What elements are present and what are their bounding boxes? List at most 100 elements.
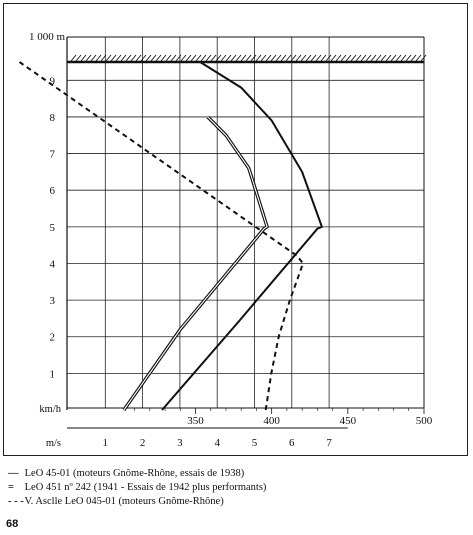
- y-tick-label: 5: [50, 222, 56, 234]
- ceiling-hatch: [160, 54, 167, 62]
- ceiling-hatch: [360, 54, 367, 62]
- ceiling-hatch: [80, 54, 87, 62]
- legend-label-leo-45-01: LeO 45-01 (moteurs Gnôme-Rhône, essais d…: [24, 468, 245, 479]
- ceiling-hatch: [365, 54, 372, 62]
- ceiling-hatch: [90, 54, 97, 62]
- kmh-tick-label: 350: [187, 415, 204, 427]
- ceiling-hatch: [85, 54, 92, 62]
- ceiling-hatch: [235, 54, 242, 62]
- ceiling-hatch: [145, 54, 152, 62]
- ceiling-hatch: [380, 54, 387, 62]
- ceiling-hatch: [270, 54, 277, 62]
- ceiling-hatch: [155, 54, 162, 62]
- ceiling-hatch: [265, 54, 272, 62]
- ceiling-hatch: [205, 54, 212, 62]
- ceiling-hatch: [190, 54, 197, 62]
- legend-marker-solid: —: [8, 468, 19, 479]
- ceiling-hatch: [225, 54, 232, 62]
- legend-item-leo-451: = LeO 451 nº 242 (1941 - Essais de 1942 …: [8, 481, 266, 494]
- kmh-tick-label: 400: [263, 415, 280, 427]
- ceiling-hatch: [125, 54, 132, 62]
- ceiling-hatch: [415, 54, 422, 62]
- ceiling-hatch: [165, 54, 172, 62]
- ceiling-hatch: [300, 54, 307, 62]
- ceiling-hatch: [250, 54, 257, 62]
- ceiling-hatch: [315, 54, 322, 62]
- ceiling-hatch: [410, 54, 417, 62]
- ms-tick-label: 5: [252, 437, 258, 449]
- ceiling-hatch: [310, 54, 317, 62]
- ceiling-hatch: [405, 54, 412, 62]
- y-tick-label: 2: [50, 332, 56, 344]
- ceiling-hatch: [220, 54, 227, 62]
- ceiling-hatch: [255, 54, 262, 62]
- ceiling-hatch: [245, 54, 252, 62]
- series-line-leo-45-01: [161, 61, 323, 411]
- y-tick-label: 1: [50, 368, 56, 380]
- kmh-tick-label: 450: [340, 415, 357, 427]
- y-tick-label: 9: [50, 75, 56, 87]
- series-line-climb-speed: [18, 61, 305, 411]
- ceiling-hatch: [95, 54, 102, 62]
- legend-item-climb-speed: - - - V. Asclle LeO 045-01 (moteurs Gnôm…: [8, 495, 224, 508]
- ms-axis-label: m/s: [46, 438, 61, 449]
- ceiling-hatch: [285, 54, 292, 62]
- ceiling-hatch: [200, 54, 207, 62]
- ms-tick-label: 1: [103, 437, 109, 449]
- ms-tick-label: 4: [214, 437, 220, 449]
- legend-label-climb-speed: V. Asclle LeO 045-01 (moteurs Gnôme-Rhôn…: [24, 496, 224, 507]
- ceiling-hatch: [185, 54, 192, 62]
- ceiling-hatch: [110, 54, 117, 62]
- ceiling-hatch: [330, 54, 337, 62]
- ceiling-hatch: [100, 54, 107, 62]
- chart-frame: [3, 3, 468, 456]
- ceiling-hatch: [395, 54, 402, 62]
- ceiling-hatch: [345, 54, 352, 62]
- ceiling-hatch: [230, 54, 237, 62]
- ceiling-hatch: [150, 54, 157, 62]
- y-tick-label: 3: [50, 295, 56, 307]
- ceiling-hatch: [275, 54, 282, 62]
- speed-altitude-chart: 1 2 3 4 5 6 7 8 9 1 000 m km/h 350 400 450 500 m/s 1 2 3 4 5…: [18, 31, 433, 449]
- ceiling-hatch: [305, 54, 312, 62]
- ceiling-hatch: [105, 54, 112, 62]
- legend-marker-dashed: - - -: [8, 496, 24, 507]
- legend-marker-double: =: [8, 482, 14, 493]
- ceiling-hatch: [130, 54, 137, 62]
- ceiling-hatch: [120, 54, 127, 62]
- ceiling-hatch: [335, 54, 342, 62]
- ceiling-hatch: [140, 54, 147, 62]
- ceiling-hatch: [340, 54, 347, 62]
- y-tick-label: 4: [50, 258, 56, 270]
- ceiling-hatch: [180, 54, 187, 62]
- ceiling-hatch: [375, 54, 382, 62]
- ceiling-hatch: [350, 54, 357, 62]
- ceiling-hatch: [355, 54, 362, 62]
- ceiling-hatch: [400, 54, 407, 62]
- ms-tick-label: 7: [326, 437, 332, 449]
- kmh-tick-label: 500: [416, 415, 433, 427]
- y-tick-label: 7: [50, 149, 56, 161]
- ceiling-hatch: [75, 54, 82, 62]
- ceiling-hatch: [420, 54, 427, 62]
- ceiling-hatch: [135, 54, 142, 62]
- ceiling-hatch: [390, 54, 397, 62]
- y-tick-label: 8: [50, 112, 56, 124]
- legend-item-leo-45-01: — LeO 45-01 (moteurs Gnôme-Rhône, essais…: [8, 467, 244, 480]
- legend-label-leo-451: LeO 451 nº 242 (1941 - Essais de 1942 pl…: [24, 482, 267, 493]
- ceiling-hatch: [295, 54, 302, 62]
- y-tick-label: 6: [50, 185, 56, 197]
- ceiling-hatch: [240, 54, 247, 62]
- ceiling-hatch: [210, 54, 217, 62]
- ceiling-hatch: [320, 54, 327, 62]
- series-line-leo-451-inner: [123, 116, 268, 411]
- ceiling-hatch: [215, 54, 222, 62]
- ceiling-hatch: [260, 54, 267, 62]
- ceiling-hatch: [325, 54, 332, 62]
- y-axis-label: 1 000 m: [29, 31, 66, 43]
- ceiling-hatch: [175, 54, 182, 62]
- ceiling-hatch: [115, 54, 122, 62]
- ceiling-hatch: [370, 54, 377, 62]
- ceiling-hatch: [385, 54, 392, 62]
- ceiling-hatch: [280, 54, 287, 62]
